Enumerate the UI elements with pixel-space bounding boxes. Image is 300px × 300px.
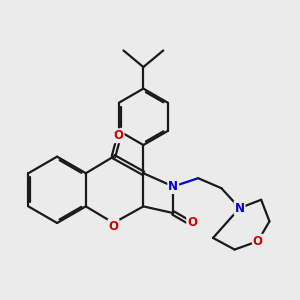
Text: O: O — [187, 217, 197, 230]
Text: O: O — [109, 220, 118, 233]
Text: O: O — [253, 235, 263, 248]
Text: N: N — [168, 180, 178, 193]
Text: N: N — [235, 202, 244, 214]
Text: O: O — [114, 129, 124, 142]
